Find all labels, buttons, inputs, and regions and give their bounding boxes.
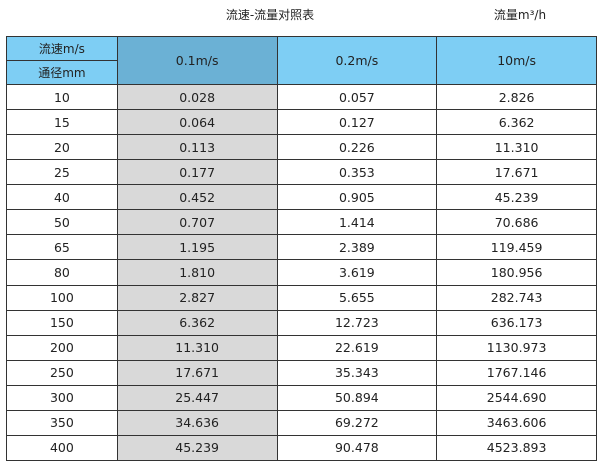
flow-cell: 1.810 [116, 259, 278, 286]
diameter-cell: 100 [6, 284, 118, 311]
table-row: 80 1.810 3.619 180.956 [6, 259, 597, 286]
diameter-cell: 400 [6, 434, 118, 461]
flow-cell: 0.707 [116, 209, 278, 236]
diameter-cell: 10 [6, 83, 118, 111]
flow-cell: 3463.606 [436, 409, 597, 436]
flow-cell: 1.195 [116, 234, 278, 261]
flow-table: 流速m/s 0.1m/s 0.2m/s 10m/s 通径mm 10 0.028 0.… [6, 36, 597, 461]
table-row: 100 2.827 5.655 282.743 [6, 284, 597, 311]
diameter-cell: 65 [6, 234, 118, 261]
diameter-header: 通径mm [6, 60, 118, 85]
diameter-cell: 200 [6, 334, 118, 361]
table-row: 40 0.452 0.905 45.239 [6, 184, 597, 211]
diameter-cell: 25 [6, 159, 118, 186]
flow-cell: 0.057 [276, 83, 438, 111]
diameter-cell: 150 [6, 309, 118, 336]
flow-cell: 0.177 [116, 159, 278, 186]
flow-cell: 0.452 [116, 184, 278, 211]
table-title: 流速-流量对照表 [225, 8, 315, 22]
flow-cell: 5.655 [276, 284, 438, 311]
table-row: 20 0.113 0.226 11.310 [6, 134, 597, 161]
table-row: 65 1.195 2.389 119.459 [6, 234, 597, 261]
flow-cell: 6.362 [116, 309, 278, 336]
flow-cell: 11.310 [116, 334, 278, 361]
table-row: 15 0.064 0.127 6.362 [6, 109, 597, 136]
flow-cell: 70.686 [436, 209, 597, 236]
flow-cell: 0.113 [116, 134, 278, 161]
diameter-cell: 80 [6, 259, 118, 286]
flow-cell: 12.723 [276, 309, 438, 336]
flow-cell: 2544.690 [436, 384, 597, 411]
table-row: 50 0.707 1.414 70.686 [6, 209, 597, 236]
flow-cell: 69.272 [276, 409, 438, 436]
diameter-cell: 300 [6, 384, 118, 411]
header-row: 通径mm [6, 60, 597, 85]
flow-cell: 2.826 [436, 83, 597, 111]
flow-cell: 17.671 [116, 359, 278, 386]
unit-label: 流量m³/h [493, 8, 547, 22]
flow-cell: 45.239 [116, 434, 278, 461]
flow-cell: 282.743 [436, 284, 597, 311]
flow-cell: 50.894 [276, 384, 438, 411]
flow-cell: 17.671 [436, 159, 597, 186]
velocity-header: 流速m/s [6, 36, 118, 61]
table-row: 10 0.028 0.057 2.826 [6, 83, 597, 111]
flow-cell: 90.478 [276, 434, 438, 461]
table-row: 200 11.310 22.619 1130.973 [6, 334, 597, 361]
flow-cell: 0.064 [116, 109, 278, 136]
diameter-cell: 50 [6, 209, 118, 236]
flow-cell: 1130.973 [436, 334, 597, 361]
table-row: 250 17.671 35.343 1767.146 [6, 359, 597, 386]
header-row: 流速m/s 0.1m/s 0.2m/s 10m/s [6, 36, 597, 85]
flow-cell: 45.239 [436, 184, 597, 211]
flow-cell: 1767.146 [436, 359, 597, 386]
diameter-cell: 250 [6, 359, 118, 386]
table-row: 25 0.177 0.353 17.671 [6, 159, 597, 186]
diameter-cell: 350 [6, 409, 118, 436]
column-header: 0.1m/s [116, 36, 278, 85]
table-row: 350 34.636 69.272 3463.606 [6, 409, 597, 436]
flow-cell: 0.226 [276, 134, 438, 161]
table-row: 150 6.362 12.723 636.173 [6, 309, 597, 336]
flow-cell: 2.827 [116, 284, 278, 311]
flow-cell: 0.127 [276, 109, 438, 136]
flow-cell: 2.389 [276, 234, 438, 261]
flow-cell: 3.619 [276, 259, 438, 286]
flow-cell: 4523.893 [436, 434, 597, 461]
flow-cell: 0.905 [276, 184, 438, 211]
flow-cell: 1.414 [276, 209, 438, 236]
flow-cell: 636.173 [436, 309, 597, 336]
diameter-cell: 40 [6, 184, 118, 211]
flow-cell: 119.459 [436, 234, 597, 261]
table-row: 300 25.447 50.894 2544.690 [6, 384, 597, 411]
flow-cell: 180.956 [436, 259, 597, 286]
diameter-cell: 15 [6, 109, 118, 136]
flow-cell: 22.619 [276, 334, 438, 361]
column-header: 10m/s [436, 36, 597, 85]
flow-cell: 6.362 [436, 109, 597, 136]
flow-cell: 0.353 [276, 159, 438, 186]
table-row: 400 45.239 90.478 4523.893 [6, 434, 597, 461]
flow-cell: 25.447 [116, 384, 278, 411]
flow-cell: 34.636 [116, 409, 278, 436]
column-header: 0.2m/s [276, 36, 438, 85]
diameter-cell: 20 [6, 134, 118, 161]
flow-cell: 35.343 [276, 359, 438, 386]
flow-cell: 0.028 [116, 83, 278, 111]
flow-cell: 11.310 [436, 134, 597, 161]
